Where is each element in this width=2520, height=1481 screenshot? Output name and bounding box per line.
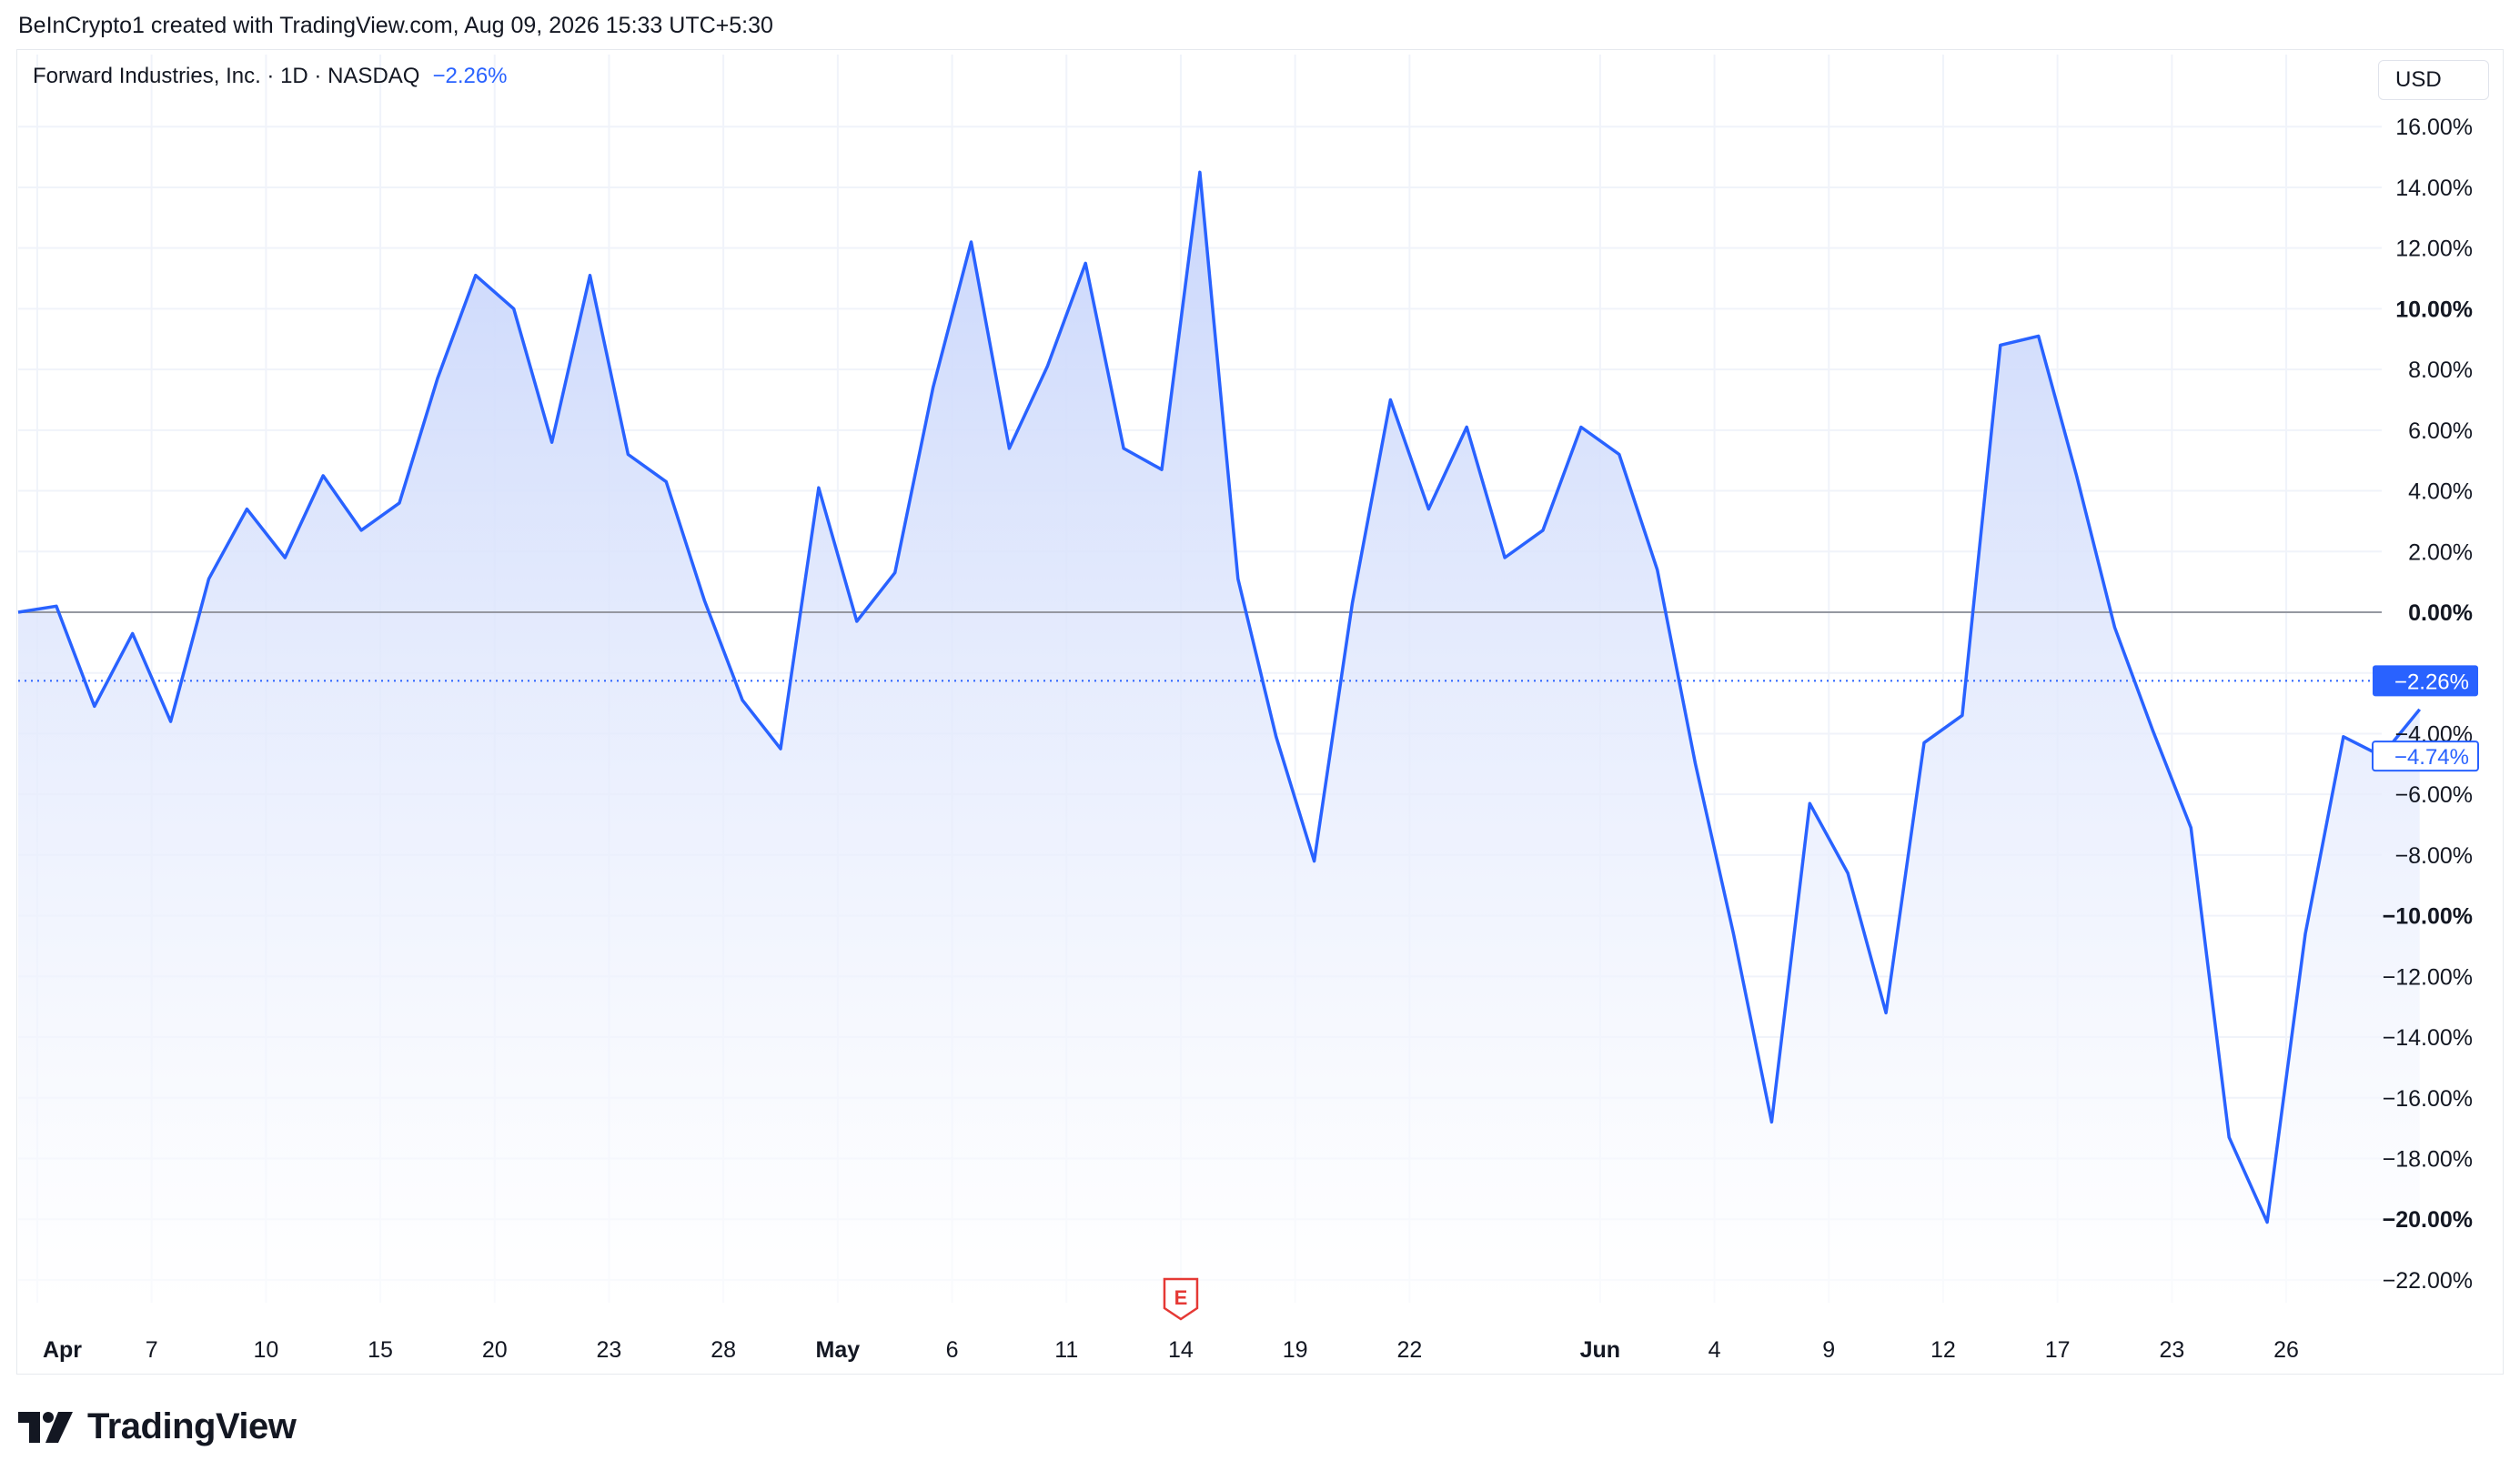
series-line [17, 170, 2422, 1224]
last-value-badge [2373, 665, 2478, 697]
x-tick-label: 26 [2273, 1337, 2299, 1363]
x-tick-label: 23 [2159, 1337, 2184, 1363]
y-tick-label: 10.00% [2395, 297, 2473, 322]
legend-change: −2.26% [432, 64, 508, 88]
reference-lines [18, 611, 2382, 682]
legend-symbol: Forward Industries, Inc. · 1D · NASDAQ [33, 64, 420, 88]
x-tick-label: 9 [1822, 1337, 1835, 1363]
x-tick-label: 19 [1283, 1337, 1308, 1363]
x-tick-label: 6 [946, 1337, 959, 1363]
chart-frame [16, 49, 2504, 1375]
y-tick-label: −14.00% [2383, 1025, 2473, 1051]
tradingview-logo-icon [18, 1411, 73, 1443]
y-tick-label: 12.00% [2395, 237, 2473, 262]
x-tick-label: 17 [2045, 1337, 2071, 1363]
prev-value-label: −4.74% [2394, 745, 2469, 770]
value-badges: −2.26% −4.74% [2372, 665, 2479, 772]
x-tick-label: 12 [1930, 1337, 1956, 1363]
x-tick-label: Jun [1580, 1337, 1620, 1363]
y-tick-label: 14.00% [2395, 176, 2473, 201]
tradingview-wordmark: TradingView [87, 1406, 297, 1446]
tradingview-logo[interactable]: TradingView [18, 1406, 297, 1447]
currency-selector[interactable]: USD [2378, 60, 2489, 100]
area-fill-layer [18, 172, 2420, 1303]
y-tick-label: −12.00% [2383, 964, 2473, 990]
y-tick-label: −18.00% [2383, 1146, 2473, 1172]
area-fill [18, 172, 2420, 1303]
y-axis: 16.00% 14.00% 12.00% 10.00% 8.00% 6.00% 4.00% 2… [2383, 115, 2473, 1294]
x-tick-label: 14 [1168, 1337, 1194, 1363]
y-tick-label: −10.00% [2383, 904, 2473, 930]
x-tick-label: 22 [1396, 1337, 1422, 1363]
x-tick-label: 20 [482, 1337, 508, 1363]
y-tick-label: 0.00% [2408, 600, 2473, 626]
last-value-label: −2.26% [2394, 670, 2469, 694]
y-tick-label: −20.00% [2383, 1207, 2473, 1233]
series-line-layer [17, 170, 2422, 1224]
symbol-legend[interactable]: Forward Industries, Inc. · 1D · NASDAQ −… [33, 64, 508, 89]
event-markers[interactable]: E [1163, 1277, 1199, 1321]
x-tick-label: 15 [368, 1337, 393, 1363]
y-tick-label: 6.00% [2408, 418, 2473, 444]
y-tick-label: −6.00% [2395, 782, 2474, 808]
y-tick-label: 8.00% [2408, 358, 2473, 383]
earnings-marker-icon [1163, 1277, 1199, 1321]
x-tick-label: 7 [146, 1337, 158, 1363]
x-tick-label: May [816, 1337, 861, 1363]
y-tick-label: 4.00% [2408, 479, 2473, 505]
earnings-marker-label: E [1174, 1286, 1188, 1309]
y-tick-label: −16.00% [2383, 1086, 2473, 1112]
y-tick-label: −22.00% [2383, 1268, 2473, 1294]
x-tick-label: 28 [711, 1337, 736, 1363]
x-tick-label: 4 [1709, 1337, 1721, 1363]
x-tick-label: Apr [43, 1337, 82, 1363]
x-tick-label: 11 [1054, 1337, 1078, 1363]
x-tick-label: 23 [597, 1337, 622, 1363]
prev-value-badge [2372, 740, 2479, 772]
y-tick-label: 16.00% [2395, 115, 2473, 140]
x-axis: Apr 7 10 15 20 23 28 May 6 11 14 19 22 Jun 4 9 12 17 23 26 [43, 1337, 2299, 1363]
y-tick-label: 2.00% [2408, 539, 2473, 565]
x-tick-label: 10 [253, 1337, 278, 1363]
chart-attribution: BeInCrypto1 created with TradingView.com… [18, 13, 773, 38]
y-tick-label: −8.00% [2395, 843, 2474, 869]
